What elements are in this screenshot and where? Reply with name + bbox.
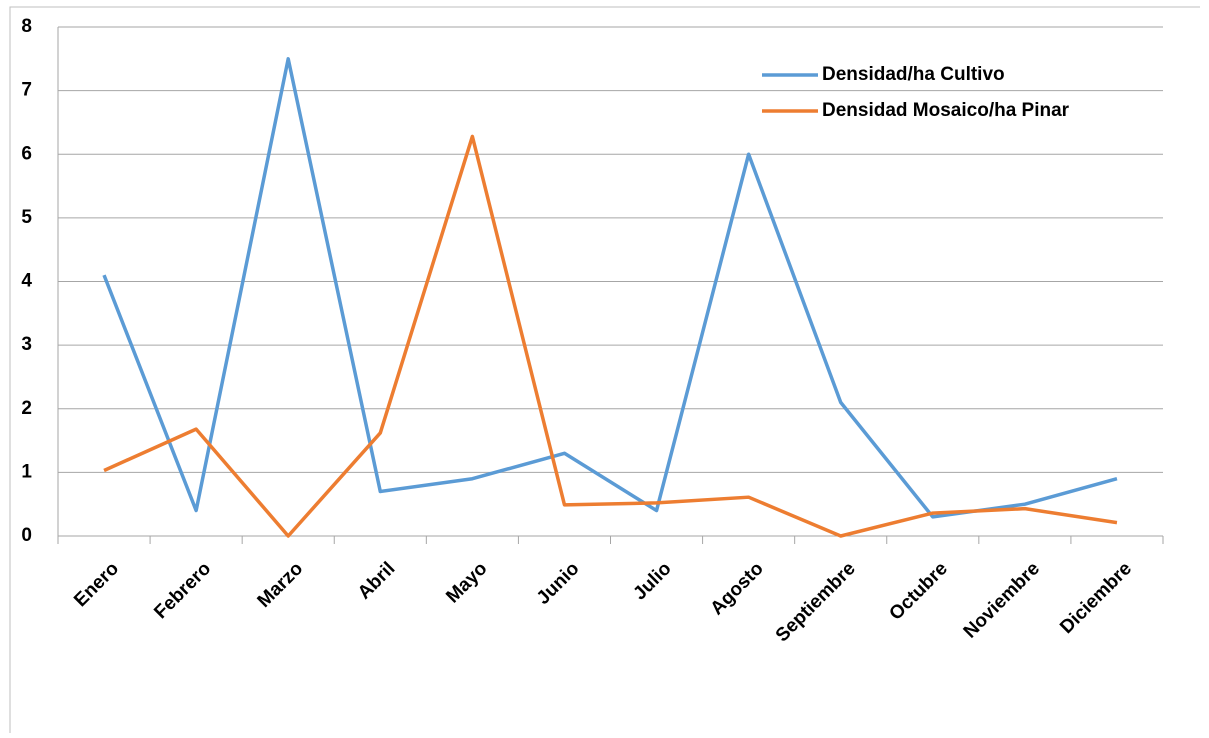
x-tick-label: Febrero bbox=[150, 558, 215, 623]
y-tick-label: 5 bbox=[21, 207, 32, 228]
y-tick-label: 1 bbox=[21, 461, 32, 482]
x-tick-label: Diciembre bbox=[1056, 558, 1136, 638]
x-tick-label: Septiembre bbox=[772, 558, 860, 646]
y-tick-label: 0 bbox=[21, 525, 32, 546]
y-tick-label: 3 bbox=[21, 334, 32, 355]
y-tick-label: 7 bbox=[21, 80, 32, 101]
x-tick-label: Marzo bbox=[254, 558, 308, 612]
x-tick-label: Julio bbox=[629, 558, 675, 604]
y-tick-label: 4 bbox=[21, 271, 32, 292]
x-tick-label: Agosto bbox=[707, 558, 768, 619]
x-tick-label: Abril bbox=[354, 558, 399, 603]
chart-frame bbox=[9, 6, 1200, 733]
x-tick-label: Octubre bbox=[886, 558, 952, 624]
legend-label: Densidad/ha Cultivo bbox=[822, 64, 1005, 85]
x-tick-label: Enero bbox=[70, 558, 123, 611]
x-tick-label: Mayo bbox=[442, 558, 491, 607]
y-tick-label: 6 bbox=[21, 143, 32, 164]
y-tick-label: 2 bbox=[21, 398, 32, 419]
x-tick-label: Noviembre bbox=[960, 558, 1044, 642]
series-line bbox=[102, 57, 1118, 519]
series-line bbox=[103, 134, 1118, 538]
x-tick-label: Junio bbox=[533, 558, 584, 609]
y-tick-label: 8 bbox=[21, 16, 32, 37]
legend-label: Densidad Mosaico/ha Pinar bbox=[822, 100, 1070, 121]
